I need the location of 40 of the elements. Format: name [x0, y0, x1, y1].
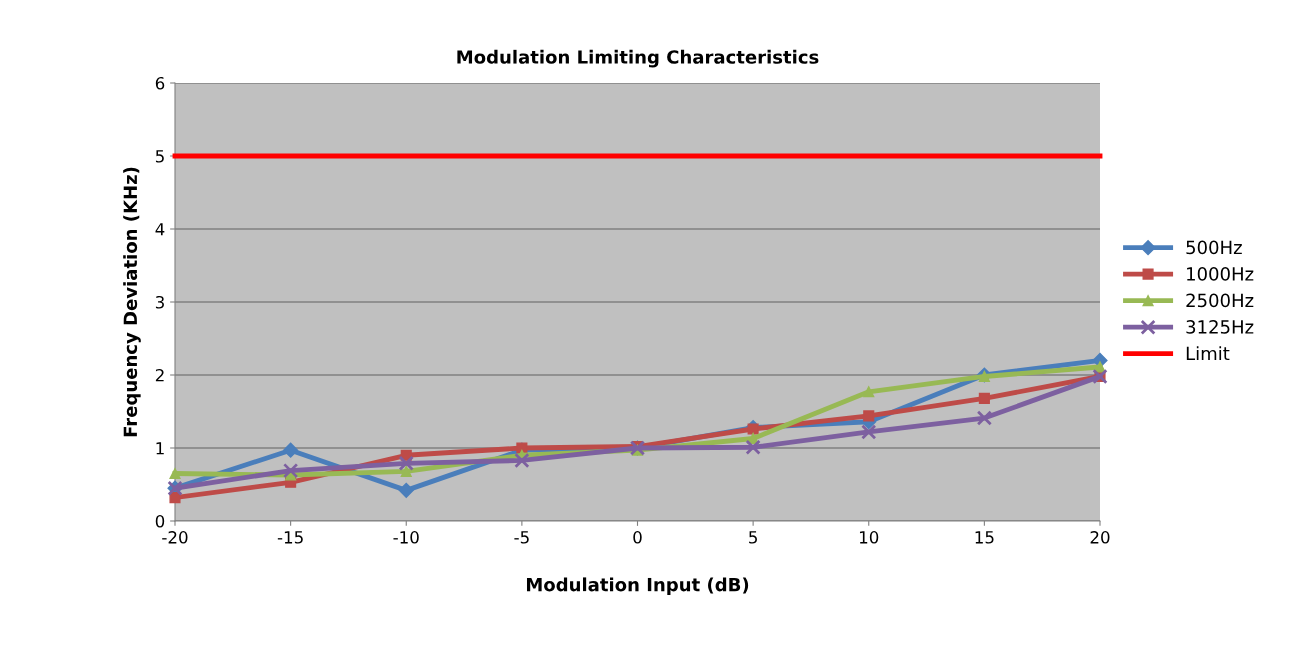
point [283, 442, 299, 458]
x-tick-label: -15 [277, 531, 303, 544]
chart-title: Modulation Limiting Characteristics [457, 49, 819, 68]
x-tick-label: -20 [162, 531, 188, 544]
y-tick-label: 6 [155, 76, 165, 90]
point [398, 482, 414, 498]
point [516, 442, 528, 454]
point [282, 462, 299, 479]
point [976, 410, 993, 426]
point [514, 452, 530, 469]
x-tick-label: -5 [514, 531, 529, 544]
point [398, 455, 414, 471]
point [169, 492, 181, 504]
point [863, 410, 875, 422]
point [745, 439, 761, 455]
x-tick-label: 5 [749, 531, 757, 544]
point [861, 424, 877, 440]
y-tick-label: 0 [155, 514, 165, 528]
legend-label: 2500Hz [1186, 293, 1254, 308]
legend-label: 3125Hz [1186, 320, 1254, 334]
y-tick-label: 2 [155, 368, 164, 382]
x-tick-label: -10 [393, 531, 419, 544]
point [863, 386, 875, 398]
y-tick-label: 1 [156, 442, 164, 455]
x-tick-label: 15 [975, 531, 994, 544]
x-tick-label: 20 [1090, 531, 1110, 544]
legend-label: 1000Hz [1187, 267, 1254, 281]
point [169, 467, 181, 480]
y-tick-label: 3 [155, 295, 164, 309]
point [978, 392, 990, 404]
x-tick-label: 0 [633, 531, 642, 544]
point [400, 465, 412, 477]
y-tick-label: 5 [155, 150, 164, 163]
legend-label: Limit [1186, 346, 1230, 360]
x-axis-title: Modulation Input (dB) [526, 577, 749, 595]
y-tick-label: 4 [155, 223, 165, 236]
legend-label: 500Hz [1186, 240, 1242, 255]
y-axis-title: Frequency Deviation (KHz) [123, 167, 141, 437]
point [747, 423, 759, 435]
x-tick-label: 10 [859, 531, 879, 544]
